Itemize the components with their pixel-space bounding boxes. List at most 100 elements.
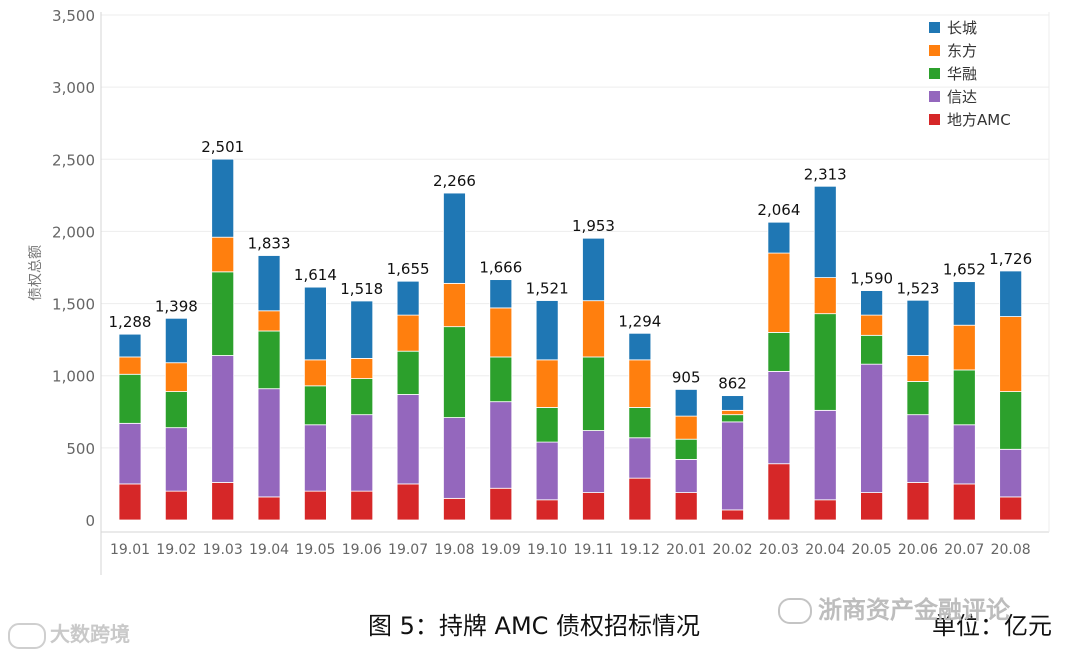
bar-segment <box>443 282 466 328</box>
bar-segment <box>396 350 420 395</box>
legend-swatch <box>929 114 940 125</box>
x-tick-label: 19.09 <box>481 542 521 558</box>
bar-segment <box>443 192 466 284</box>
bar-segment <box>211 355 235 483</box>
bar-segment <box>999 448 1023 498</box>
bar-segment <box>813 185 837 278</box>
legend-swatch <box>929 22 940 33</box>
x-tick-label: 20.08 <box>991 542 1031 558</box>
bar-segment <box>906 299 930 356</box>
bar-segment <box>303 385 327 426</box>
watermark-left: 大数跨境 <box>8 618 130 649</box>
bar-segment <box>257 330 281 390</box>
total-label: 1,726 <box>989 250 1032 268</box>
bar-segment <box>303 359 327 387</box>
legend-label: 华融 <box>947 65 977 83</box>
bar-segment <box>952 281 976 326</box>
bar-segment <box>674 492 698 521</box>
bar-segment <box>118 333 142 358</box>
x-tick-label: 19.06 <box>342 542 382 558</box>
bar-segment <box>303 490 327 521</box>
total-label: 1,666 <box>479 259 522 277</box>
bar-segment <box>582 237 605 302</box>
bar-segment <box>767 252 791 333</box>
bar-segment <box>860 290 883 316</box>
bar-segment <box>164 362 188 392</box>
bar-segment <box>813 277 837 315</box>
legend-label: 信达 <box>947 88 977 106</box>
bar-segment <box>628 437 652 479</box>
unit-label: 单位：亿元 <box>932 612 1052 640</box>
bar-segment <box>582 492 605 521</box>
bar-segment <box>628 359 652 408</box>
bar-segment <box>303 286 327 361</box>
bar-segment <box>535 407 559 443</box>
bar-segment <box>813 313 837 411</box>
bar-segment <box>164 317 188 364</box>
bar-segment <box>350 300 374 359</box>
bar-segment <box>674 438 698 460</box>
bar-segment <box>813 499 837 521</box>
bar-segment <box>721 421 744 511</box>
total-label: 862 <box>718 375 747 393</box>
bar-segment <box>489 487 513 521</box>
bar-segment <box>767 463 791 521</box>
bar-segment <box>906 482 930 521</box>
wechat-icon <box>778 598 812 624</box>
total-label: 1,953 <box>572 217 615 235</box>
bar-segment <box>767 221 791 254</box>
bar-segment <box>999 270 1023 317</box>
bar-segment <box>164 490 188 521</box>
x-tick-label: 20.06 <box>898 542 938 558</box>
x-tick-label: 19.03 <box>203 542 243 558</box>
bar-segment <box>999 391 1023 450</box>
figure-caption: 图 5：持牌 AMC 债权招标情况 <box>368 612 701 640</box>
total-label: 1,655 <box>387 260 430 278</box>
bar-segment <box>813 409 837 501</box>
bar-segment <box>489 356 513 403</box>
x-tick-label: 19.05 <box>295 542 335 558</box>
x-tick-label: 19.07 <box>388 542 428 558</box>
bar-segment <box>396 394 420 485</box>
y-tick-label: 1,500 <box>52 296 95 314</box>
total-label: 1,518 <box>340 280 383 298</box>
bar-segment <box>906 381 930 416</box>
bar-segment <box>118 483 142 521</box>
bar-segment <box>860 492 883 521</box>
x-tick-label: 20.03 <box>759 542 799 558</box>
legend-swatch <box>929 68 940 79</box>
total-label: 905 <box>672 368 701 386</box>
total-label: 1,833 <box>248 235 291 253</box>
bar-segment <box>211 482 235 521</box>
total-label: 2,266 <box>433 172 476 190</box>
bar-segment <box>489 401 513 489</box>
x-tick-label: 19.04 <box>249 542 289 558</box>
x-tick-label: 20.02 <box>713 542 753 558</box>
bar-segment <box>582 300 605 358</box>
bar-segment <box>674 458 698 493</box>
total-label: 2,064 <box>757 201 800 219</box>
bar-segment <box>303 424 327 492</box>
bar-segment <box>952 483 976 521</box>
bar-segment <box>860 334 883 365</box>
x-tick-label: 20.05 <box>852 542 892 558</box>
y-tick-label: 500 <box>66 440 95 458</box>
bar-segment <box>257 255 281 312</box>
bar-segment <box>164 427 188 492</box>
bar-segment <box>767 332 791 372</box>
watermark-logo-icon <box>8 622 46 649</box>
legend-label: 东方 <box>947 42 977 60</box>
total-label: 1,294 <box>618 312 661 330</box>
legend-swatch <box>929 45 940 56</box>
total-label: 1,521 <box>526 280 569 298</box>
x-tick-label: 20.04 <box>805 542 845 558</box>
bar-segment <box>535 300 559 361</box>
y-tick-label: 3,000 <box>52 79 95 97</box>
bar-segment <box>211 271 235 356</box>
bar-segment <box>535 499 559 521</box>
bar-segment <box>860 314 883 336</box>
bar-segment <box>350 490 374 521</box>
total-label: 1,398 <box>155 297 198 315</box>
